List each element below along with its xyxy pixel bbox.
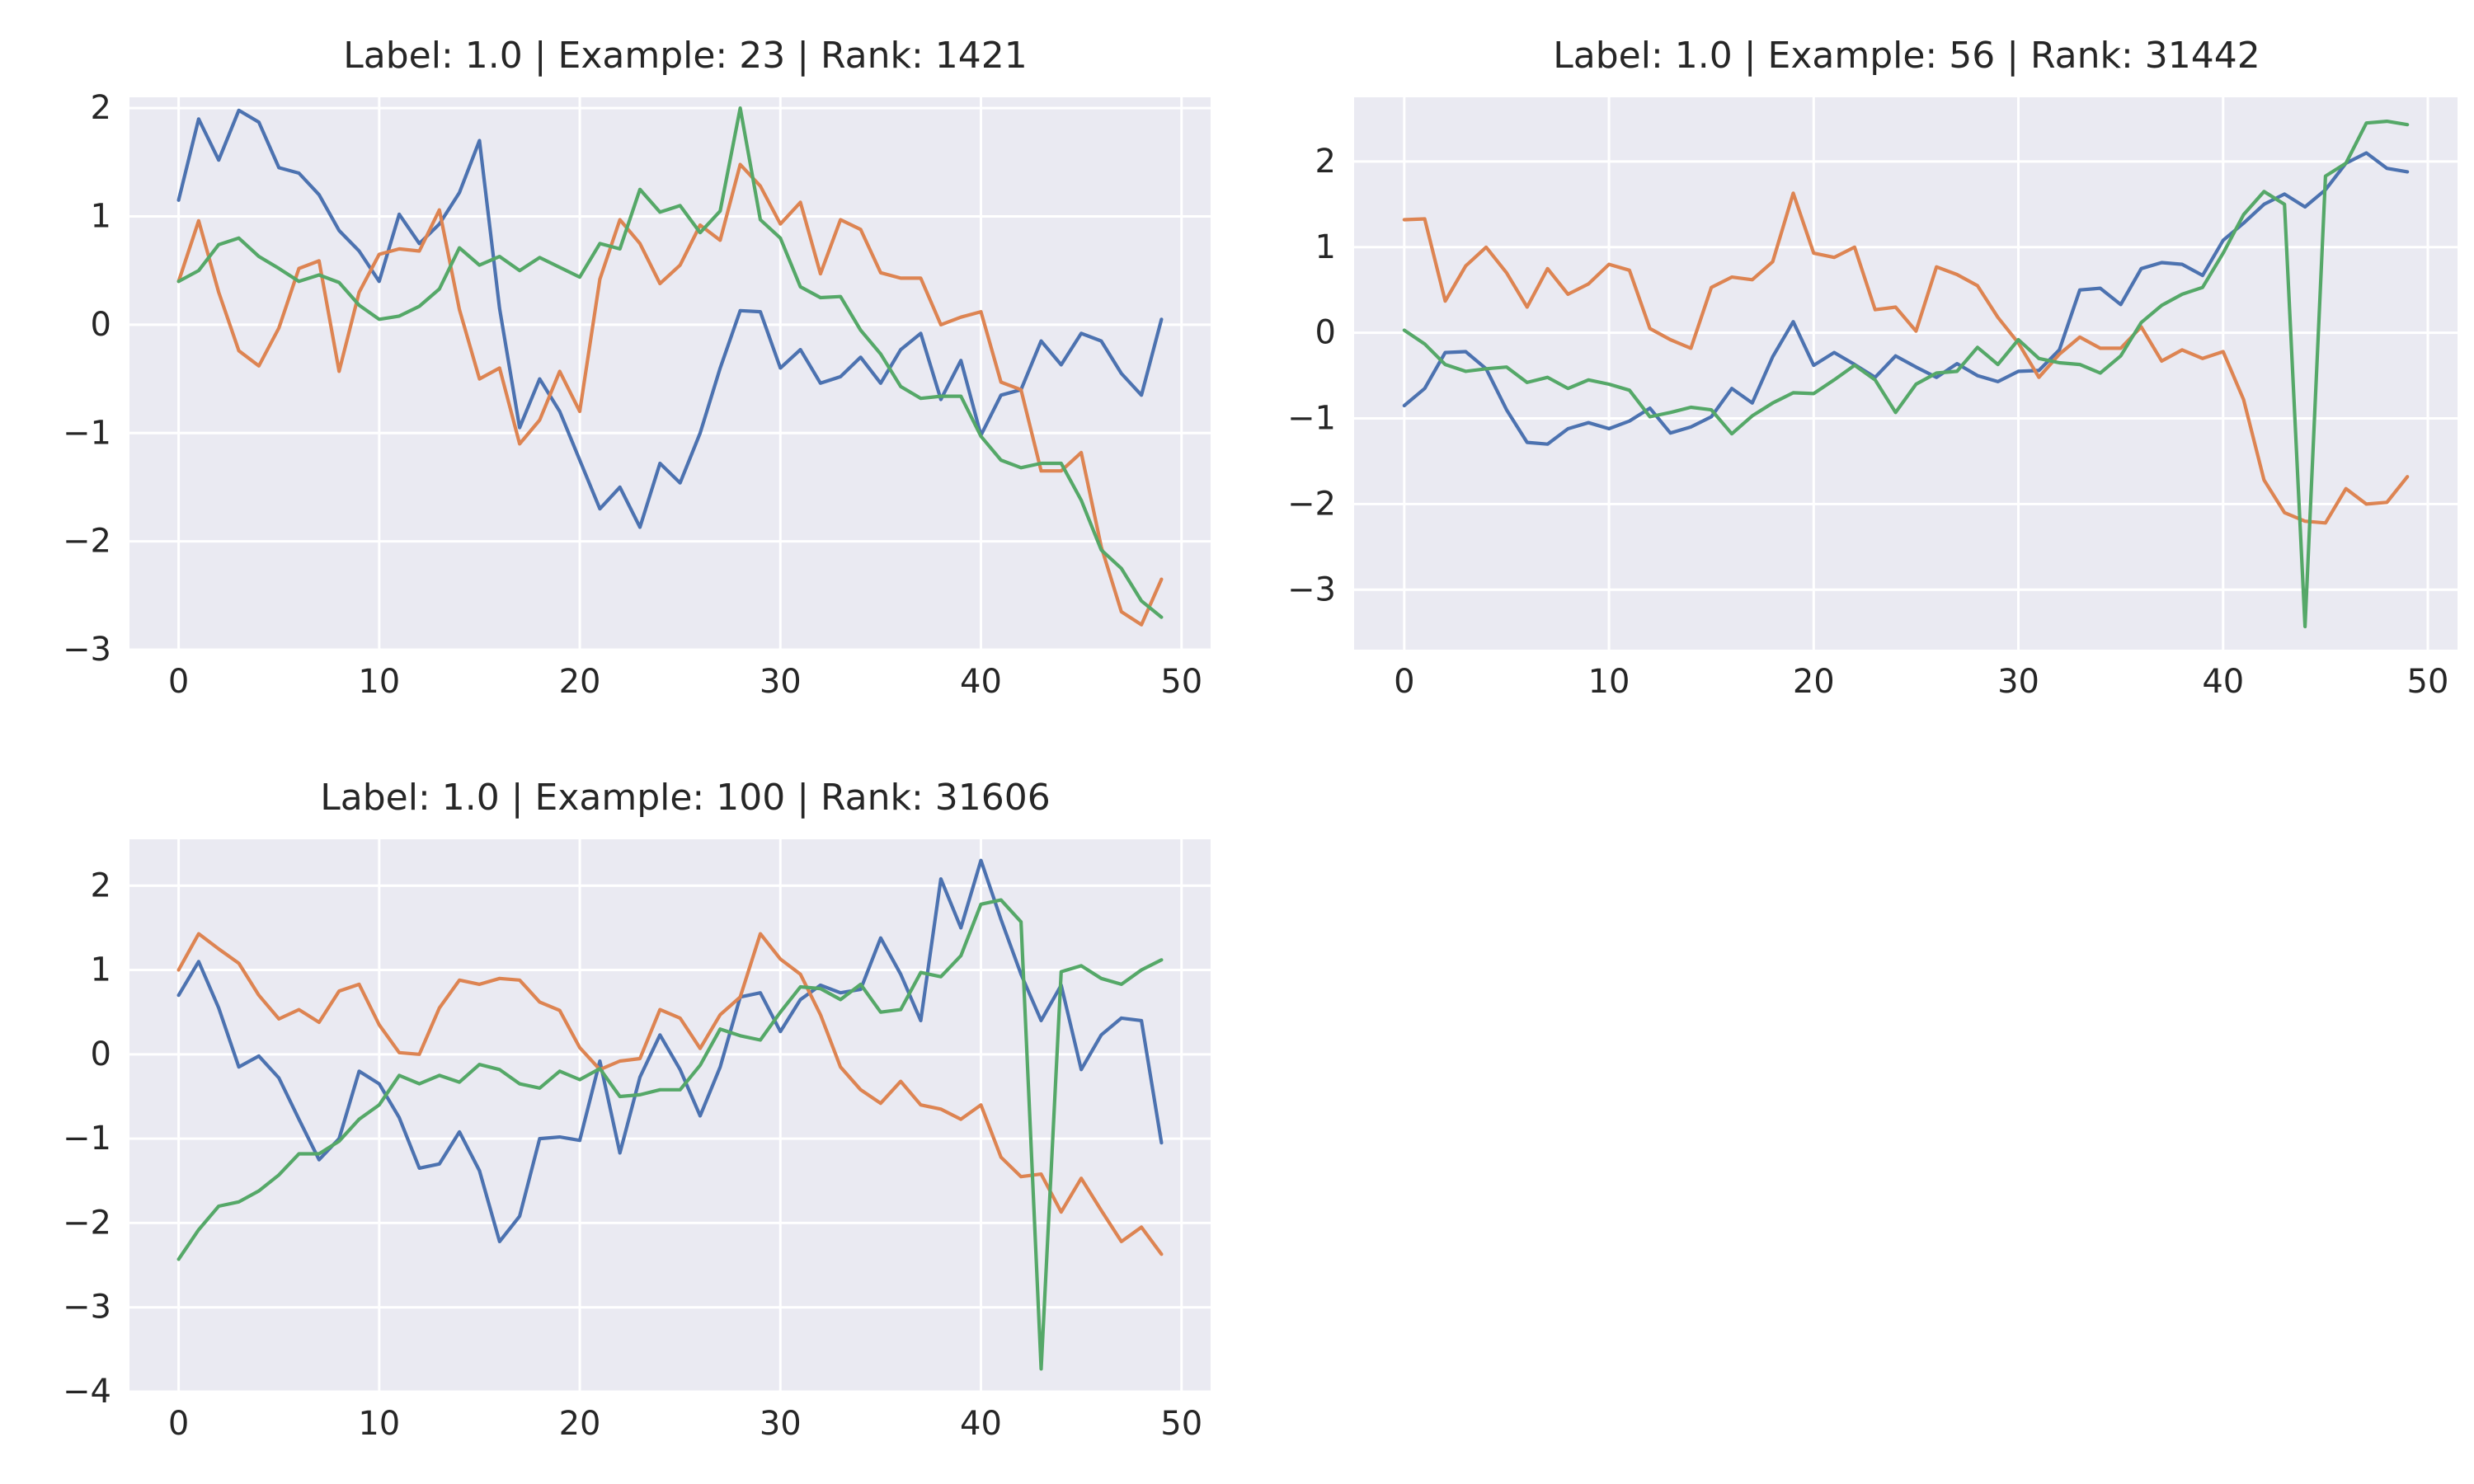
series-line-2 — [1402, 191, 2410, 525]
y-tick-label: 1 — [91, 198, 111, 236]
x-tick-label: 50 — [1160, 663, 1202, 701]
chart-svg-example-23: Label: 1.0 | Example: 23 | Rank: 1421 −3… — [63, 35, 1211, 701]
chart-svg-example-100: Label: 1.0 | Example: 100 | Rank: 31606 … — [63, 777, 1211, 1443]
x-tick-label: 30 — [1997, 663, 2039, 701]
x-tick-label: 10 — [1588, 663, 1630, 701]
x-tick-label: 20 — [559, 1405, 601, 1443]
plot-area — [129, 97, 1211, 650]
y-tick-label: 0 — [91, 306, 111, 344]
x-tick-label: 0 — [168, 663, 189, 701]
series-line-1 — [176, 108, 1164, 529]
y-tick-label: 2 — [91, 89, 111, 127]
x-tick-label: 10 — [358, 663, 400, 701]
x-tick-label: 0 — [1394, 663, 1414, 701]
subplot-example-23: Label: 1.0 | Example: 23 | Rank: 1421 −3… — [0, 0, 1237, 742]
y-tick-label: −2 — [1287, 485, 1336, 523]
series-line-1 — [176, 858, 1164, 1244]
plot-area — [1354, 97, 2458, 650]
y-tick-label: −3 — [63, 631, 111, 669]
x-tick-label: 40 — [960, 1405, 1002, 1443]
x-tick-label: 40 — [2202, 663, 2244, 701]
y-tick-label: 1 — [1315, 228, 1336, 266]
x-tick-label: 20 — [1793, 663, 1835, 701]
x-tick-label: 20 — [559, 663, 601, 701]
series-line-2 — [176, 162, 1164, 627]
y-tick-label: −2 — [63, 523, 111, 561]
x-tick-label: 0 — [168, 1405, 189, 1443]
y-tick-label: −3 — [1287, 571, 1336, 608]
series-line-3 — [1402, 120, 2410, 629]
x-tick-label: 50 — [2407, 663, 2449, 701]
x-tick-label: 40 — [960, 663, 1002, 701]
series-line-3 — [176, 106, 1164, 619]
x-tick-label: 10 — [358, 1405, 400, 1443]
y-tick-label: 1 — [91, 951, 111, 989]
y-tick-label: 2 — [91, 866, 111, 904]
chart-title: Label: 1.0 | Example: 23 | Rank: 1421 — [343, 35, 1028, 77]
plot-area — [129, 839, 1211, 1392]
y-tick-label: 0 — [1315, 314, 1336, 352]
x-tick-label: 30 — [760, 663, 802, 701]
y-tick-label: −2 — [63, 1204, 111, 1242]
x-tick-label: 30 — [760, 1405, 802, 1443]
y-tick-label: −4 — [63, 1373, 111, 1411]
subplot-example-56: Label: 1.0 | Example: 56 | Rank: 31442 −… — [1237, 0, 2474, 742]
y-tick-label: −1 — [63, 1120, 111, 1158]
y-tick-label: 2 — [1315, 143, 1336, 181]
x-tick-label: 50 — [1160, 1405, 1202, 1443]
series-line-3 — [176, 898, 1164, 1371]
chart-svg-example-56: Label: 1.0 | Example: 56 | Rank: 31442 −… — [1287, 35, 2458, 701]
series-line-2 — [176, 932, 1164, 1256]
y-tick-label: 0 — [91, 1036, 111, 1073]
y-tick-label: −3 — [63, 1289, 111, 1327]
chart-title: Label: 1.0 | Example: 100 | Rank: 31606 — [320, 777, 1050, 819]
subplot-example-100: Label: 1.0 | Example: 100 | Rank: 31606 … — [0, 742, 1237, 1484]
y-tick-label: −1 — [63, 414, 111, 452]
y-tick-label: −1 — [1287, 400, 1336, 438]
series-line-1 — [1402, 151, 2410, 446]
chart-title: Label: 1.0 | Example: 56 | Rank: 31442 — [1553, 35, 2260, 77]
